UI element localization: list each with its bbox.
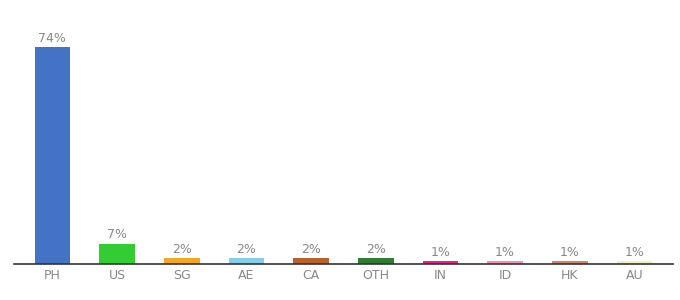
Bar <box>488 261 523 264</box>
Bar <box>164 258 199 264</box>
Text: 1%: 1% <box>560 246 579 259</box>
Bar <box>552 261 588 264</box>
Bar <box>228 258 265 264</box>
Text: 2%: 2% <box>237 243 256 256</box>
Text: 2%: 2% <box>301 243 321 256</box>
Text: 1%: 1% <box>624 246 645 259</box>
Bar <box>358 258 394 264</box>
Bar <box>422 261 458 264</box>
Text: 1%: 1% <box>430 246 450 259</box>
Bar <box>99 244 135 264</box>
Text: 1%: 1% <box>495 246 515 259</box>
Text: 74%: 74% <box>39 32 67 45</box>
Text: 7%: 7% <box>107 228 127 241</box>
Bar <box>293 258 329 264</box>
Text: 2%: 2% <box>172 243 192 256</box>
Text: 2%: 2% <box>366 243 386 256</box>
Bar <box>35 47 70 264</box>
Bar <box>617 261 652 264</box>
